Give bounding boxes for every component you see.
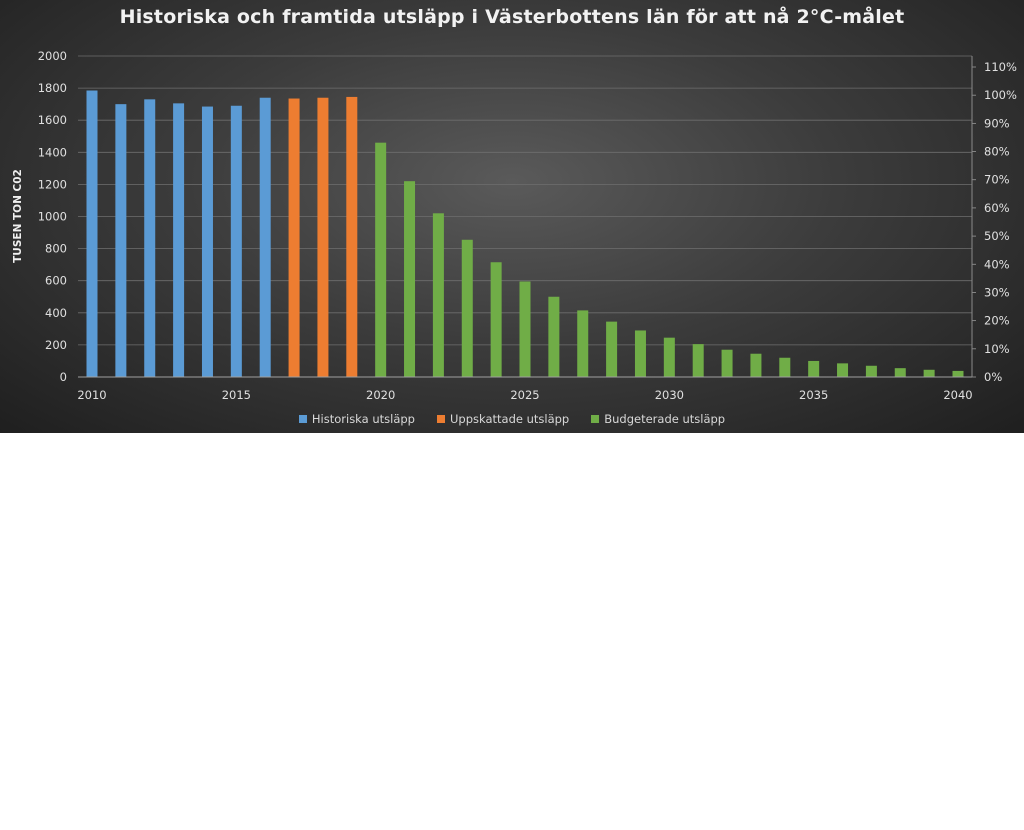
legend-swatch <box>436 415 445 423</box>
y-tick-label: 1000 <box>38 210 67 224</box>
y-tick-label: 800 <box>45 242 67 256</box>
y-tick-label: 2000 <box>38 49 67 63</box>
y-tick-label: 600 <box>45 274 67 288</box>
legend-label: Historiska utsläpp <box>311 412 415 426</box>
x-tick-label: 2010 <box>77 388 106 402</box>
bar-2035 <box>808 360 820 377</box>
bar-2024 <box>490 262 502 377</box>
y2-tick-label: 0% <box>984 370 1002 384</box>
bar-2026 <box>548 296 560 377</box>
y-tick-label: 0 <box>60 370 67 384</box>
y2-tick-label: 90% <box>984 116 1010 130</box>
bar-2029 <box>634 330 646 377</box>
bars <box>86 90 964 378</box>
bar-2025 <box>519 281 531 377</box>
legend-item: Budgeterade utsläpp <box>591 412 725 426</box>
y-tick-label: 1400 <box>38 145 67 159</box>
bar-2019 <box>346 96 358 378</box>
legend-swatch <box>298 415 307 423</box>
bar-2010 <box>86 90 98 377</box>
y-tick-label: 400 <box>45 306 67 320</box>
chart-svg: 0 200 400 600 800 1000 1200 1400 1600 1800 2000 0% 1… <box>12 49 1017 402</box>
y-tick-label: 1200 <box>38 177 67 191</box>
legend-label: Budgeterade utsläpp <box>604 412 726 426</box>
legend-swatch <box>591 415 600 423</box>
axes: 0 200 400 600 800 1000 1200 1400 1600 1800 2000 0% 1… <box>38 49 1017 402</box>
legend: Historiska utsläpp Uppskattade utsläpp Bud… <box>0 412 1024 426</box>
bar-2017 <box>288 98 300 377</box>
x-tick-label: 2025 <box>510 388 539 402</box>
bar-2028 <box>606 321 618 377</box>
legend-item: Historiska utsläpp <box>298 412 415 426</box>
y2-tick-label: 110% <box>984 60 1017 74</box>
bar-2040 <box>952 370 964 377</box>
x-tick-label: 2015 <box>222 388 251 402</box>
y2-tick-label: 100% <box>984 88 1017 102</box>
bar-2014 <box>201 106 213 378</box>
bar-2012 <box>144 99 156 378</box>
bar-2030 <box>663 337 675 377</box>
y-tick-label: 1800 <box>38 81 67 95</box>
legend-label: Uppskattade utsläpp <box>449 412 570 426</box>
y2-tick-label: 50% <box>984 229 1010 243</box>
x-tick-label: 2030 <box>655 388 684 402</box>
bar-2022 <box>432 213 444 377</box>
bar-2033 <box>750 353 762 377</box>
bar-2020 <box>375 142 387 377</box>
bar-2013 <box>173 103 185 377</box>
y2-tick-label: 60% <box>984 201 1010 215</box>
legend-item: Uppskattade utsläpp <box>436 412 570 426</box>
x-tick-label: 2040 <box>943 388 972 402</box>
y2-tick-label: 40% <box>984 257 1010 271</box>
y-tick-label: 200 <box>45 338 67 352</box>
bar-2021 <box>404 181 416 377</box>
y-axis-label: TUSEN TON C02 <box>12 169 24 263</box>
y2-tick-label: 30% <box>984 285 1010 299</box>
bar-2018 <box>317 97 329 377</box>
bar-2039 <box>923 369 935 377</box>
bar-2011 <box>115 104 127 378</box>
x-tick-label: 2035 <box>799 388 828 402</box>
y2-tick-label: 70% <box>984 173 1010 187</box>
chart-title: Historiska och framtida utsläpp i Väster… <box>119 6 905 28</box>
bar-2023 <box>461 239 473 377</box>
chart-panel: Historiska och framtida utsläpp i Väster… <box>0 0 1024 433</box>
y-tick-label: 1600 <box>38 113 67 127</box>
y2-tick-label: 10% <box>984 342 1010 356</box>
bar-2037 <box>865 365 877 377</box>
bar-2015 <box>230 105 242 377</box>
bar-2016 <box>259 97 271 377</box>
bar-2036 <box>837 363 849 377</box>
bar-2027 <box>577 310 589 377</box>
y2-tick-label: 80% <box>984 145 1010 159</box>
y2-tick-label: 20% <box>984 314 1010 328</box>
bar-2038 <box>894 368 906 377</box>
bar-2031 <box>692 344 704 377</box>
x-tick-label: 2020 <box>366 388 395 402</box>
bar-2032 <box>721 349 733 377</box>
bar-2034 <box>779 357 791 377</box>
